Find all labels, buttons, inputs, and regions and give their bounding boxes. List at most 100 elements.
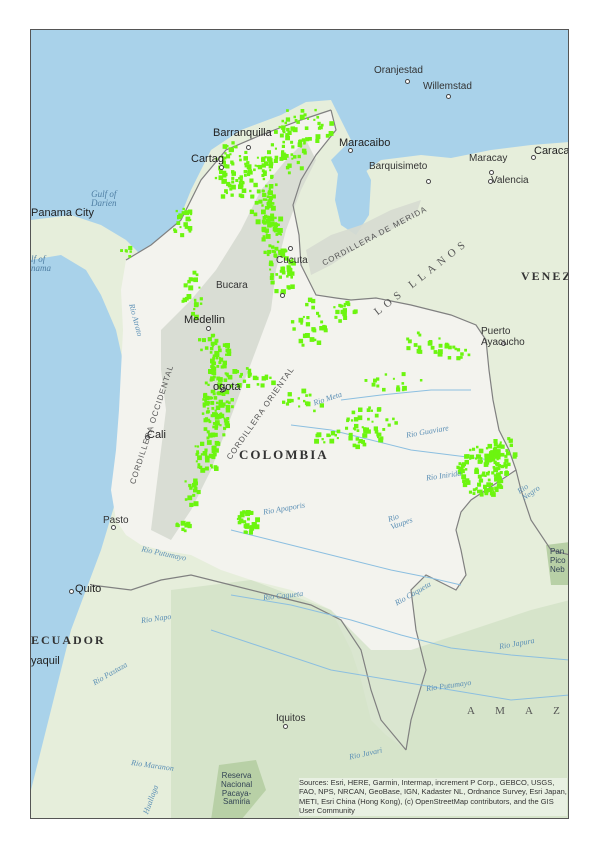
occurrence-point bbox=[197, 463, 201, 466]
occurrence-point bbox=[298, 139, 303, 143]
city-label-iquitos: Iquitos bbox=[276, 713, 306, 724]
city-marker bbox=[426, 179, 431, 184]
occurrence-point bbox=[464, 454, 469, 459]
occurrence-point bbox=[207, 383, 210, 386]
occurrence-point bbox=[215, 405, 221, 410]
occurrence-point bbox=[497, 484, 502, 489]
occurrence-point bbox=[416, 349, 422, 354]
occurrence-point bbox=[218, 399, 223, 405]
occurrence-point bbox=[249, 510, 254, 515]
occurrence-point bbox=[214, 342, 218, 346]
occurrence-point bbox=[215, 420, 220, 425]
occurrence-point bbox=[288, 260, 293, 265]
city-label-barquisimeto: Barquisimeto bbox=[369, 161, 428, 172]
occurrence-point bbox=[262, 198, 266, 201]
occurrence-point bbox=[402, 385, 407, 391]
occurrence-point bbox=[401, 372, 406, 377]
occurrence-point bbox=[237, 515, 242, 519]
occurrence-point bbox=[247, 517, 250, 521]
occurrence-point bbox=[179, 226, 182, 229]
occurrence-point bbox=[267, 203, 271, 207]
occurrence-point bbox=[509, 443, 513, 447]
occurrence-point bbox=[211, 466, 214, 469]
occurrence-point bbox=[261, 237, 266, 242]
occurrence-point bbox=[476, 445, 479, 449]
occurrence-point bbox=[253, 525, 257, 529]
city-label-bogota: ogota bbox=[213, 381, 241, 393]
occurrence-point bbox=[240, 179, 243, 182]
occurrence-point bbox=[378, 437, 382, 441]
occurrence-point bbox=[417, 345, 422, 349]
occurrence-point bbox=[301, 388, 307, 394]
occurrence-point bbox=[180, 520, 186, 526]
occurrence-point bbox=[490, 450, 494, 454]
occurrence-point bbox=[203, 427, 208, 431]
occurrence-point bbox=[377, 432, 382, 437]
label-venezuela: VENEZ bbox=[521, 269, 569, 283]
occurrence-point bbox=[270, 273, 274, 277]
occurrence-point bbox=[260, 383, 265, 388]
occurrence-point bbox=[479, 489, 483, 493]
occurrence-point bbox=[334, 434, 337, 437]
occurrence-point bbox=[392, 377, 395, 380]
occurrence-point bbox=[305, 394, 308, 397]
occurrence-point bbox=[248, 530, 253, 535]
occurrence-point bbox=[181, 527, 185, 531]
city-label-bucaramanga: Bucara bbox=[216, 280, 248, 291]
occurrence-point bbox=[229, 384, 233, 388]
city-marker bbox=[446, 94, 451, 99]
occurrence-point bbox=[249, 209, 254, 214]
occurrence-point bbox=[196, 445, 200, 448]
city-label-cali: Cali bbox=[147, 429, 166, 441]
occurrence-point bbox=[215, 401, 219, 405]
occurrence-point bbox=[278, 275, 282, 279]
occurrence-point bbox=[239, 519, 244, 524]
occurrence-point bbox=[188, 285, 194, 291]
map-frame[interactable]: Oranjestad Willemstad Barranquilla Carta… bbox=[30, 29, 569, 819]
occurrence-point bbox=[230, 148, 234, 152]
occurrence-point bbox=[198, 338, 202, 342]
city-marker bbox=[501, 341, 506, 346]
occurrence-point bbox=[216, 391, 220, 395]
lake-maracaibo bbox=[335, 160, 371, 235]
occurrence-point bbox=[249, 525, 255, 531]
occurrence-point bbox=[196, 450, 199, 454]
occurrence-point bbox=[508, 440, 512, 443]
occurrence-point bbox=[256, 156, 259, 159]
occurrence-point bbox=[396, 385, 400, 389]
occurrence-point bbox=[238, 181, 242, 184]
occurrence-point bbox=[187, 495, 193, 501]
occurrence-point bbox=[361, 426, 364, 429]
occurrence-point bbox=[367, 417, 370, 421]
occurrence-point bbox=[328, 434, 331, 437]
occurrence-point bbox=[305, 137, 310, 142]
occurrence-point bbox=[212, 389, 216, 393]
map-canvas[interactable] bbox=[31, 30, 569, 819]
occurrence-point bbox=[268, 188, 271, 191]
occurrence-point bbox=[291, 157, 294, 160]
occurrence-point bbox=[303, 142, 306, 145]
occurrence-point bbox=[238, 193, 243, 198]
occurrence-point bbox=[311, 298, 316, 304]
occurrence-point bbox=[216, 376, 221, 381]
occurrence-point bbox=[299, 145, 302, 148]
occurrence-point bbox=[244, 162, 247, 166]
occurrence-point bbox=[267, 249, 272, 254]
occurrence-point bbox=[506, 451, 511, 456]
occurrence-point bbox=[304, 126, 309, 130]
occurrence-point bbox=[243, 530, 247, 534]
occurrence-point bbox=[300, 322, 303, 325]
occurrence-point bbox=[481, 473, 485, 477]
occurrence-point bbox=[286, 127, 290, 132]
occurrence-point bbox=[335, 309, 340, 315]
occurrence-point bbox=[231, 141, 235, 145]
occurrence-point bbox=[241, 181, 245, 185]
occurrence-point bbox=[484, 464, 487, 467]
occurrence-point bbox=[472, 447, 476, 451]
occurrence-point bbox=[222, 360, 227, 365]
occurrence-point bbox=[222, 364, 227, 369]
occurrence-point bbox=[385, 418, 389, 422]
occurrence-point bbox=[499, 441, 502, 444]
city-marker bbox=[489, 170, 494, 175]
occurrence-point bbox=[214, 424, 219, 428]
